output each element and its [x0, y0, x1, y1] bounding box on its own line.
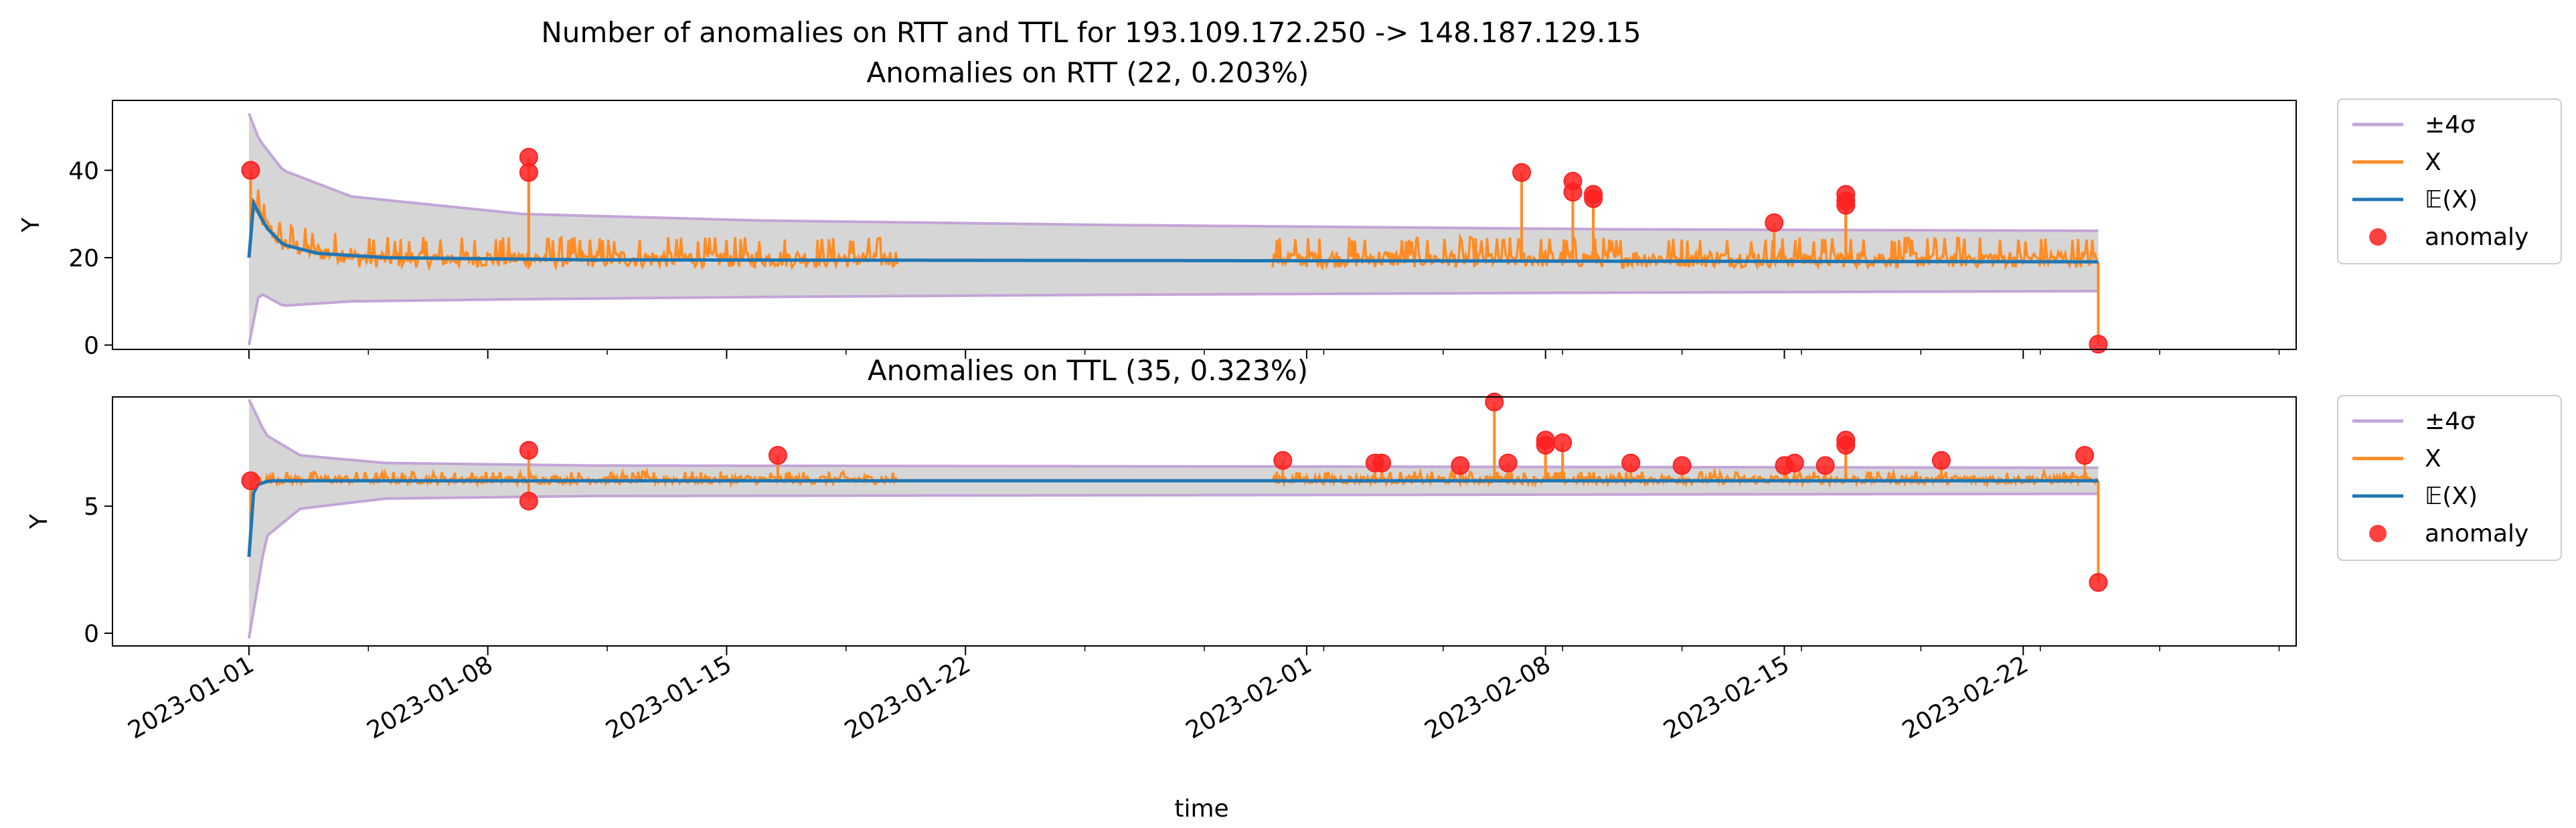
rtt-anomaly-point [1563, 183, 1583, 202]
rtt-anomaly-point [1836, 195, 1856, 215]
ttl-anomaly-point [1372, 453, 1392, 473]
rtt-legend-label: ±4σ [2425, 111, 2476, 139]
ttl-y-tick-label: 5 [84, 493, 99, 521]
ttl-anomaly-point [768, 446, 787, 465]
ttl-anomaly-point [519, 491, 538, 511]
rtt-legend-swatch [2369, 228, 2387, 246]
ttl-legend-label: X [2425, 445, 2441, 473]
ttl-anomaly-point [519, 440, 538, 460]
ttl-expected-value-line [247, 479, 2099, 558]
rtt-x-series-segment [252, 189, 899, 272]
ttl-anomaly-point [241, 471, 260, 491]
rtt-legend-label: X [2425, 149, 2441, 176]
ttl-anomaly-point [1451, 456, 1470, 475]
ttl-panel: Anomalies on TTL (35, 0.323%) 05 Y ±4σX𝔼… [25, 354, 2562, 648]
rtt-y-axis-label: Y [17, 217, 45, 233]
rtt-anomaly-point [1512, 163, 1532, 182]
ttl-anomaly-point [1931, 450, 1951, 470]
rtt-panel: Anomalies on RTT (22, 0.203%) 0 20 40 Y ±4… [17, 56, 2562, 359]
x-axis-label: time [1174, 795, 1228, 823]
ttl-anomaly-point [2089, 573, 2108, 592]
ttl-anomaly-point [1536, 436, 1555, 455]
ttl-legend-box [2337, 395, 2562, 561]
ttl-y-ticks: 05 [84, 493, 112, 648]
ttl-anomaly-point [1498, 453, 1518, 473]
ttl-anomaly-point [1785, 453, 1804, 473]
ttl-anomaly-point [1273, 450, 1293, 470]
ttl-y-axis-label: Y [25, 513, 53, 529]
rtt-legend: ±4σ X 𝔼(X) anomaly [2337, 98, 2562, 264]
ttl-sigma-lower-line [247, 492, 2099, 639]
rtt-legend-label: 𝔼(X) [2425, 186, 2478, 214]
ttl-legend-swatch [2369, 525, 2387, 542]
ttl-panel-title: Anomalies on TTL (35, 0.323%) [868, 354, 1308, 387]
figure-title: Number of anomalies on RTT and TTL for 1… [541, 16, 1641, 49]
ttl-y-tick-label: 0 [84, 620, 99, 648]
rtt-sigma-band-fill [248, 113, 2099, 345]
ttl-anomaly-point [1553, 433, 1573, 452]
rtt-anomaly-point [519, 163, 538, 182]
ttl-legend-label: anomaly [2425, 520, 2528, 548]
rtt-y-tick-label: 40 [68, 157, 99, 185]
rtt-y-ticks: 0 20 40 [68, 157, 112, 359]
rtt-y-tick-label: 0 [84, 332, 99, 359]
rtt-plot-area [241, 112, 2108, 354]
rtt-expected-value-line [247, 197, 2099, 264]
rtt-anomaly-point [1584, 189, 1603, 208]
rtt-panel-title: Anomalies on RTT (22, 0.203%) [867, 56, 1309, 89]
rtt-anomaly-point [1765, 213, 1784, 232]
ttl-anomaly-point [2075, 446, 2094, 465]
rtt-sigma-lower-line [247, 289, 2099, 345]
ttl-anomaly-point [1836, 436, 1856, 455]
ttl-anomaly-point [1816, 456, 1835, 475]
ttl-anomaly-point [1485, 392, 1504, 412]
rtt-legend-label: anomaly [2425, 224, 2528, 251]
ttl-legend-label: 𝔼(X) [2425, 483, 2478, 510]
rtt-sigma-upper-line [248, 112, 2099, 232]
ttl-legend: ±4σ X 𝔼(X) anomaly [2337, 395, 2562, 561]
ttl-plot-area [241, 392, 2108, 639]
rtt-legend-box [2337, 98, 2562, 264]
ttl-legend-label: ±4σ [2425, 408, 2476, 435]
ttl-anomaly-point [1621, 453, 1641, 473]
rtt-anomaly-point [2089, 335, 2108, 354]
rtt-anomaly-point [241, 161, 260, 180]
rtt-y-tick-label: 20 [68, 245, 99, 272]
ttl-anomaly-point [1672, 456, 1692, 475]
